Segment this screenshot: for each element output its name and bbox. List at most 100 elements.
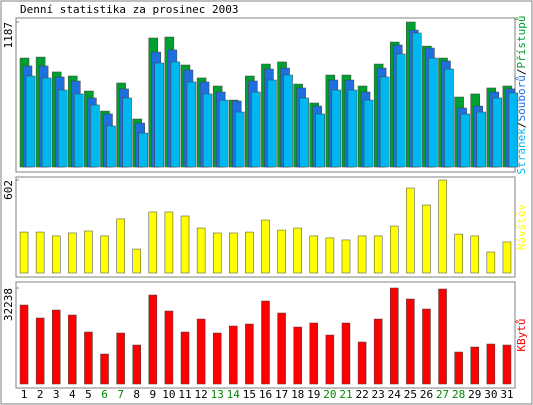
x-tick-label: 18 bbox=[291, 388, 304, 401]
bar bbox=[245, 323, 254, 385]
bar bbox=[395, 53, 406, 168]
legend-entry: Návštěv bbox=[515, 203, 528, 250]
x-tick-label: 1 bbox=[21, 388, 28, 401]
bar bbox=[186, 81, 197, 168]
x-tick-label: 17 bbox=[275, 388, 288, 401]
legend: Návštěv bbox=[515, 203, 528, 250]
bar bbox=[412, 32, 422, 168]
legend: Stránek/Souborů/Přístupů bbox=[515, 16, 528, 175]
y-tick-label: 602 bbox=[2, 180, 15, 200]
chart-title: Denní statistika za prosinec 2003 bbox=[20, 3, 239, 16]
x-tick-label: 23 bbox=[372, 388, 385, 401]
bar bbox=[502, 344, 512, 385]
bar bbox=[196, 227, 206, 274]
bar bbox=[235, 111, 245, 168]
x-tick-label: 30 bbox=[484, 388, 497, 401]
bar bbox=[261, 219, 270, 274]
bar bbox=[148, 294, 158, 385]
bar bbox=[379, 76, 390, 168]
bar bbox=[100, 353, 109, 385]
legend-entry: Stránek bbox=[515, 128, 528, 175]
bar bbox=[84, 331, 93, 385]
bar bbox=[341, 322, 351, 385]
legend-separator: / bbox=[515, 69, 528, 76]
x-tick-label: 6 bbox=[101, 388, 108, 401]
x-tick-label: 3 bbox=[53, 388, 60, 401]
bar bbox=[486, 343, 496, 385]
bar bbox=[363, 99, 374, 168]
bar bbox=[277, 229, 286, 274]
bar bbox=[84, 230, 93, 274]
bar bbox=[180, 331, 190, 385]
x-tick-label: 21 bbox=[339, 388, 352, 401]
bar bbox=[19, 231, 29, 274]
bar bbox=[422, 204, 431, 274]
bar bbox=[41, 77, 52, 168]
bar bbox=[132, 344, 141, 385]
bar bbox=[122, 97, 132, 168]
bar bbox=[229, 325, 238, 385]
legend-entry: Přístupů bbox=[515, 16, 528, 69]
bar bbox=[454, 233, 463, 274]
legend-entry: KBytů bbox=[515, 318, 528, 351]
legend-entry: Souborů bbox=[515, 75, 528, 121]
x-tick-label: 20 bbox=[323, 388, 336, 401]
bar bbox=[116, 332, 125, 385]
bar bbox=[154, 62, 165, 168]
y-tick-label: 32238 bbox=[2, 288, 15, 321]
bar bbox=[309, 322, 319, 385]
bar bbox=[373, 318, 383, 385]
x-tick-label: 27 bbox=[436, 388, 449, 401]
x-tick-label: 14 bbox=[227, 388, 241, 401]
bar bbox=[138, 132, 148, 168]
x-tick-label: 15 bbox=[243, 388, 256, 401]
bar bbox=[406, 298, 415, 385]
bar bbox=[100, 235, 109, 274]
y-tick-label: 1187 bbox=[2, 22, 15, 49]
x-tick-label: 25 bbox=[404, 388, 417, 401]
bar bbox=[325, 334, 335, 385]
x-tick-label: 4 bbox=[69, 388, 76, 401]
bar bbox=[357, 341, 367, 385]
x-tick-label: 7 bbox=[117, 388, 124, 401]
bar bbox=[116, 218, 125, 274]
x-tick-label: 22 bbox=[355, 388, 368, 401]
bar bbox=[90, 104, 100, 168]
x-tick-label: 19 bbox=[307, 388, 320, 401]
bar bbox=[68, 232, 77, 274]
bar bbox=[347, 89, 358, 168]
bar bbox=[438, 179, 447, 274]
bar bbox=[390, 287, 399, 385]
bar bbox=[390, 225, 399, 274]
bar bbox=[422, 308, 431, 385]
bar bbox=[492, 97, 503, 168]
x-tick-label: 28 bbox=[452, 388, 465, 401]
bar bbox=[19, 304, 29, 385]
x-tick-label: 24 bbox=[388, 388, 402, 401]
bar bbox=[331, 89, 342, 168]
bar bbox=[283, 74, 293, 168]
bar bbox=[486, 251, 496, 274]
bar bbox=[218, 99, 229, 168]
bar bbox=[460, 113, 470, 168]
bar bbox=[341, 239, 351, 274]
bar bbox=[35, 317, 45, 385]
x-tick-label: 29 bbox=[468, 388, 481, 401]
bar bbox=[245, 231, 254, 274]
bar bbox=[164, 211, 174, 274]
bar bbox=[57, 89, 68, 168]
bar bbox=[51, 235, 61, 274]
bar bbox=[293, 227, 302, 274]
bar bbox=[277, 312, 286, 385]
bar bbox=[502, 241, 512, 274]
bar bbox=[454, 351, 463, 385]
bar bbox=[508, 92, 519, 168]
bar bbox=[299, 97, 309, 168]
x-tick-label: 8 bbox=[133, 388, 140, 401]
bar bbox=[35, 231, 45, 274]
bar bbox=[438, 288, 447, 385]
bar bbox=[428, 57, 438, 168]
bar bbox=[148, 211, 158, 274]
bar bbox=[251, 91, 261, 168]
bar bbox=[470, 235, 480, 274]
